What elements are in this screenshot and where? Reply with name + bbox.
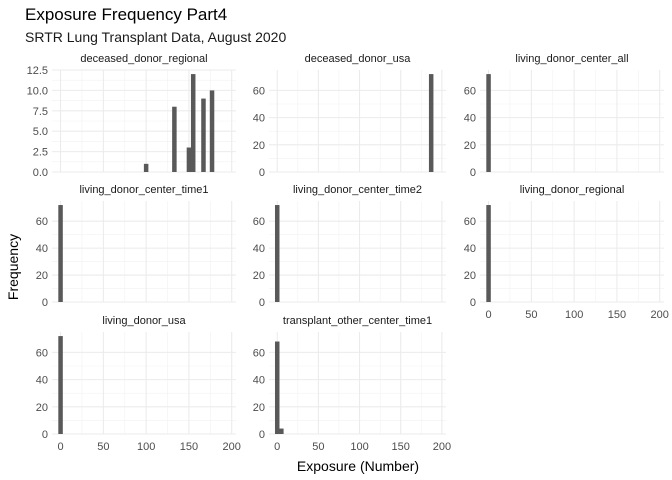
chart-subtitle: SRTR Lung Transplant Data, August 2020 — [25, 29, 286, 45]
x-tick-label: 0 — [485, 309, 491, 321]
facet-strip-label: deceased_donor_regional — [80, 53, 207, 65]
y-tick-label: 40 — [464, 113, 476, 125]
x-tick-label: 200 — [433, 441, 451, 453]
x-tick-label: 200 — [651, 309, 669, 321]
facet-strip-label: transplant_other_center_time1 — [283, 315, 432, 327]
facet-panel: 0 20 40 60 living_donor_center_time1 — [36, 184, 236, 309]
histogram-bar — [486, 74, 491, 172]
y-tick-label: 60 — [464, 216, 476, 228]
histogram-bar — [58, 336, 63, 434]
y-tick-label: 40 — [253, 375, 265, 387]
x-tick-label: 150 — [180, 441, 198, 453]
y-tick-label: 40 — [36, 375, 48, 387]
histogram-bar — [186, 147, 192, 172]
y-tick-label: 60 — [253, 216, 265, 228]
facet-panels: 0.0 2.5 5.0 7.5 10.0 12.5 deceased_donor_regio… — [27, 53, 669, 453]
y-axis-title: Frequency — [5, 234, 21, 300]
y-tick-label: 20 — [464, 140, 476, 152]
y-tick-label: 5.0 — [33, 126, 48, 138]
histogram-bar — [209, 90, 215, 172]
x-tick-label: 150 — [392, 441, 410, 453]
histogram-bar — [172, 106, 177, 172]
histogram-bar — [486, 205, 491, 302]
facet-panel: 0 20 40 60 deceased_donor_usa — [253, 53, 446, 179]
y-tick-label: 60 — [253, 347, 265, 359]
facet-strip-label: living_donor_center_all — [515, 53, 628, 65]
y-tick-label: 0 — [470, 167, 476, 179]
y-tick-label: 0.0 — [33, 167, 48, 179]
y-tick-label: 20 — [36, 402, 48, 414]
y-tick-label: 10.0 — [27, 85, 48, 97]
y-tick-label: 0 — [470, 297, 476, 309]
y-tick-label: 0 — [259, 167, 265, 179]
histogram-bar — [428, 74, 434, 172]
histogram-bar — [143, 163, 149, 172]
y-tick-label: 40 — [253, 113, 265, 125]
y-tick-label: 60 — [464, 85, 476, 97]
y-tick-label: 40 — [253, 243, 265, 255]
x-tick-label: 50 — [97, 441, 109, 453]
x-tick-label: 50 — [312, 441, 324, 453]
chart-title: Exposure Frequency Part4 — [25, 5, 227, 24]
x-tick-label: 200 — [223, 441, 241, 453]
y-tick-label: 20 — [253, 140, 265, 152]
y-tick-label: 0 — [42, 297, 48, 309]
x-tick-label: 100 — [137, 441, 155, 453]
x-tick-label: 100 — [565, 309, 583, 321]
y-tick-label: 0 — [42, 429, 48, 441]
facet-panel: 0 50 100 150 200 0 20 40 60 transplant_other_cent… — [253, 315, 451, 453]
y-tick-label: 40 — [36, 243, 48, 255]
histogram-bar — [190, 74, 196, 172]
facet-panel: 0 20 40 60 living_donor_center_all — [464, 53, 664, 179]
facet-panel: 0 20 40 60 living_donor_center_time2 — [253, 184, 446, 309]
facet-strip-label: living_donor_center_time1 — [79, 184, 208, 196]
facet-strip-label: deceased_donor_usa — [305, 53, 412, 65]
x-tick-label: 150 — [608, 309, 626, 321]
x-tick-label: 0 — [274, 441, 280, 453]
x-tick-label: 100 — [350, 441, 368, 453]
x-tick-label: 0 — [57, 441, 63, 453]
x-axis-title: Exposure (Number) — [297, 458, 419, 474]
facet-panel: 0.0 2.5 5.0 7.5 10.0 12.5 deceased_donor_regio… — [27, 53, 236, 179]
facet-panel: 0 50 100 150 200 0 20 40 60 living_donor_usa — [36, 315, 241, 453]
facet-strip-label: living_donor_regional — [520, 184, 625, 196]
y-tick-label: 60 — [36, 216, 48, 228]
y-tick-label: 60 — [253, 85, 265, 97]
y-tick-label: 7.5 — [33, 106, 48, 118]
facet-panel: 0 50 100 150 200 0 20 40 60 living_donor_regional — [464, 184, 669, 321]
y-tick-label: 12.5 — [27, 65, 48, 77]
y-tick-label: 20 — [464, 270, 476, 282]
y-tick-label: 0 — [259, 429, 265, 441]
y-tick-label: 40 — [464, 243, 476, 255]
histogram-bar — [201, 98, 206, 172]
histogram-bar — [274, 341, 280, 434]
histogram-bar — [274, 205, 280, 302]
histogram-bar — [58, 205, 63, 302]
histogram-bar — [279, 428, 284, 434]
y-tick-label: 20 — [253, 270, 265, 282]
y-tick-label: 20 — [36, 270, 48, 282]
x-tick-label: 50 — [525, 309, 537, 321]
facet-strip-label: living_donor_center_time2 — [293, 184, 422, 196]
y-tick-label: 20 — [253, 402, 265, 414]
y-tick-label: 0 — [259, 297, 265, 309]
facet-strip-label: living_donor_usa — [102, 315, 186, 327]
y-tick-label: 2.5 — [33, 147, 48, 159]
y-tick-label: 60 — [36, 347, 48, 359]
